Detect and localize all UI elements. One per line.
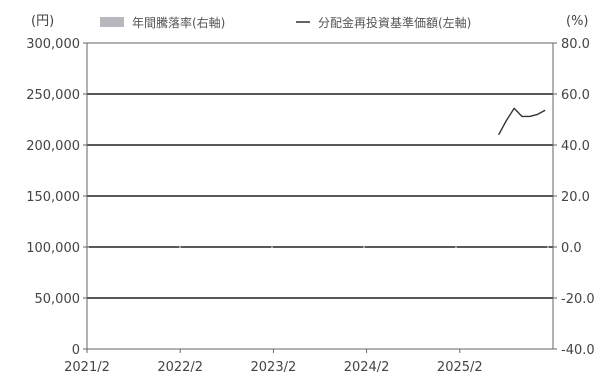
- series-line: [497, 107, 546, 136]
- left-axis-ticks: 300,000 250,000 200,000 150,000 100,000 50,00…: [26, 37, 87, 358]
- left-tick-label: 150,000: [26, 190, 80, 205]
- right-tick-label: -20.0: [561, 292, 595, 307]
- x-tick-label: 2024/2: [344, 360, 390, 375]
- left-tick-label: 300,000: [26, 37, 80, 52]
- right-tick-label: 80.0: [561, 37, 590, 52]
- right-tick-label: 0.0: [561, 241, 582, 256]
- right-tick-label: 60.0: [561, 88, 590, 103]
- legend-line-label: 分配金再投資基準価額(左軸): [318, 15, 471, 30]
- right-tick-label: 20.0: [561, 190, 590, 205]
- legend: 年間騰落率(右軸) 分配金再投資基準価額(左軸): [100, 15, 471, 30]
- left-tick-label: 0: [72, 343, 80, 358]
- x-tick-label: 2023/2: [251, 360, 297, 375]
- x-tick-label: 2025/2: [437, 360, 483, 375]
- right-axis-unit: (%): [566, 14, 589, 29]
- right-tick-label: 40.0: [561, 139, 590, 154]
- gridlines: [87, 93, 553, 299]
- left-tick-label: 100,000: [26, 241, 80, 256]
- legend-bar-label: 年間騰落率(右軸): [132, 15, 225, 30]
- right-tick-label: -40.0: [561, 343, 595, 358]
- left-axis-unit: (円): [31, 14, 54, 29]
- plot-marks: [497, 107, 546, 136]
- left-tick-label: 50,000: [35, 292, 81, 307]
- x-tick-label: 2022/2: [157, 360, 203, 375]
- left-tick-label: 200,000: [26, 139, 80, 154]
- legend-bar-swatch: [100, 17, 124, 27]
- x-axis-ticks: 2021/2 2022/2 2023/2 2024/2 2025/2: [64, 349, 483, 375]
- right-axis-ticks: 80.0 60.0 40.0 20.0 0.0 -20.0 -40.0: [553, 37, 595, 358]
- left-tick-label: 250,000: [26, 88, 80, 103]
- x-tick-label: 2021/2: [64, 360, 110, 375]
